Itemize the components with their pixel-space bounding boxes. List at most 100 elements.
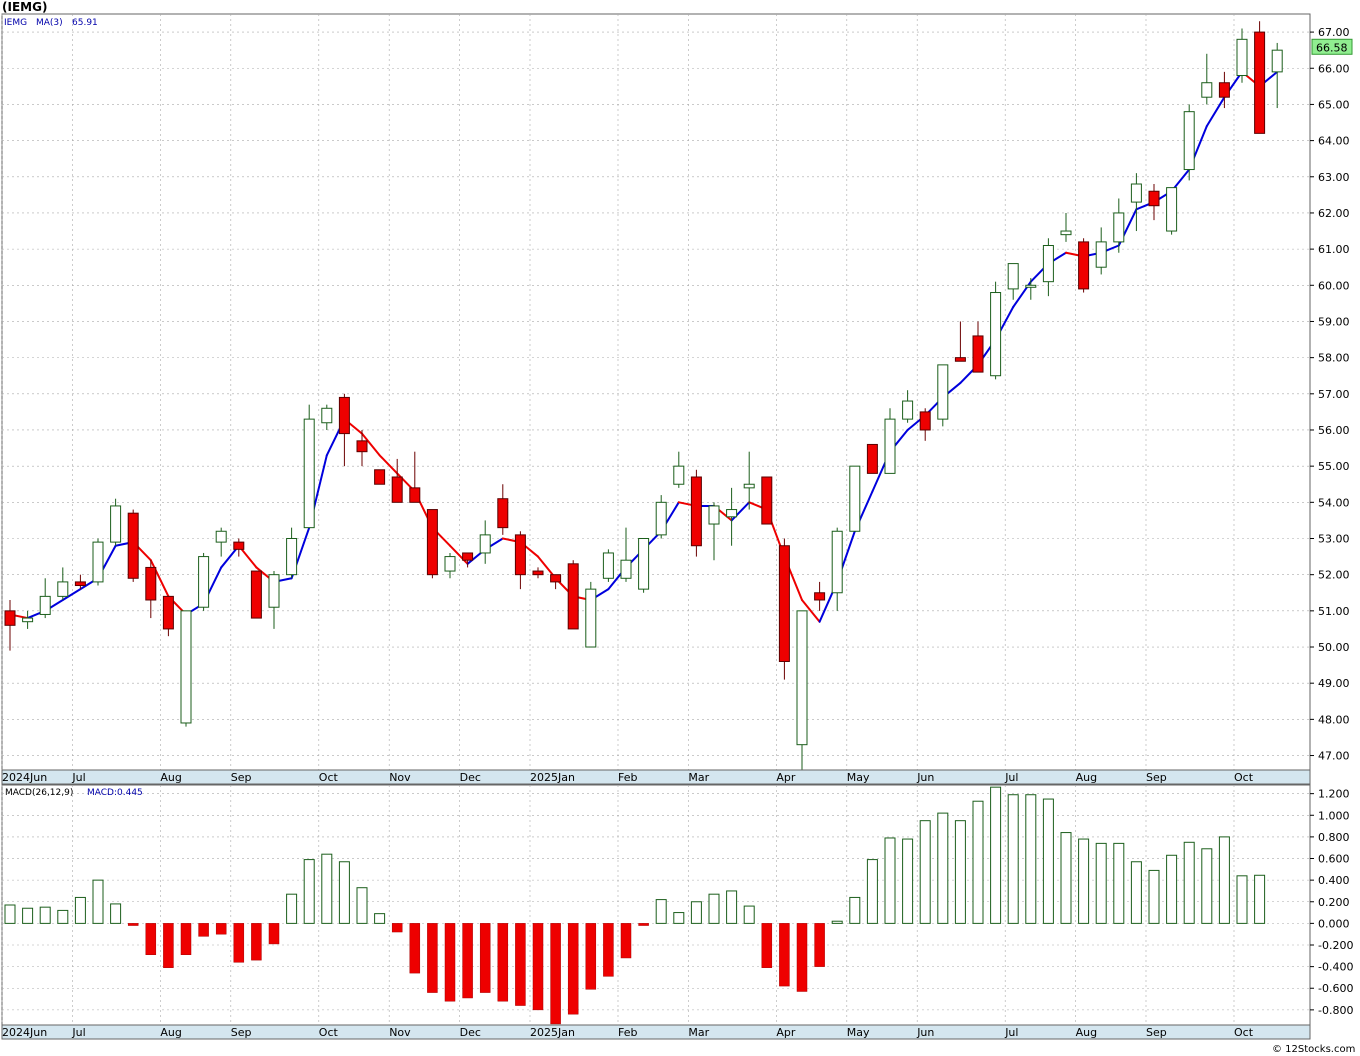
price-y-tick-label: 64.00	[1318, 135, 1350, 148]
candle	[567, 560, 579, 630]
candle-body-up	[1201, 82, 1213, 98]
candle-body-down	[514, 534, 526, 576]
ma-line-segment	[149, 559, 170, 598]
candle	[673, 451, 685, 488]
macd-bar-negative	[515, 923, 526, 1006]
candle-body-up	[1183, 111, 1195, 171]
candle-body-up	[1060, 230, 1072, 236]
candle	[796, 610, 808, 770]
price-y-tick-label: 65.00	[1318, 98, 1350, 111]
macd-bar-negative	[233, 923, 245, 963]
macd-y-tick-label: 0.400	[1318, 874, 1350, 887]
macd-bar-negative	[180, 923, 192, 955]
candle	[761, 476, 773, 525]
price-y-tick-label: 52.00	[1318, 569, 1350, 582]
macd-x-tick-label: 2025Jan	[530, 1026, 575, 1039]
candle-body-up	[215, 530, 227, 543]
macd-y-tick-label: -0.400	[1318, 961, 1353, 974]
candle	[778, 538, 790, 680]
macd-bar-positive	[22, 907, 34, 924]
candle-body-down	[972, 335, 984, 373]
candle	[1113, 198, 1125, 253]
macd-bar-negative	[567, 923, 579, 1015]
candle-body-up	[444, 556, 456, 572]
candle	[321, 404, 333, 430]
candle-body-up	[92, 541, 104, 583]
macd-bar-negative	[444, 923, 456, 1002]
candle	[215, 527, 227, 557]
macd-bar-positive	[1007, 794, 1019, 924]
candle	[1183, 104, 1195, 181]
candle-body-down	[74, 581, 86, 587]
candle-body-up	[198, 556, 210, 608]
price-y-tick-label: 58.00	[1318, 352, 1350, 365]
candle-body-down	[426, 509, 438, 576]
macd-bar-positive	[286, 893, 298, 924]
macd-bar-positive	[74, 896, 86, 924]
candle	[4, 599, 16, 651]
macd-x-tick-label: Dec	[460, 1026, 481, 1039]
price-x-tick-label: Jun	[916, 771, 934, 784]
candle-body-down	[919, 411, 931, 431]
macd-bar-positive	[743, 905, 755, 924]
price-y-tick-label: 50.00	[1318, 641, 1350, 654]
candle	[1236, 28, 1248, 83]
candle-body-up	[743, 483, 755, 489]
price-x-tick-label: Oct	[1234, 771, 1254, 784]
macd-bar-negative	[198, 923, 209, 937]
candle-body-down	[250, 570, 262, 619]
macd-bar-positive	[1236, 875, 1248, 924]
price-x-tick-label: 2024Jun	[2, 771, 47, 784]
macd-bar-positive	[937, 812, 949, 924]
candle-body-down	[761, 476, 773, 525]
macd-bar-positive	[1095, 842, 1107, 924]
candle-body-up	[22, 617, 34, 623]
candle-body-up	[990, 292, 1002, 377]
candle	[391, 458, 403, 503]
macd-bar-positive	[1078, 838, 1090, 924]
candle-body-up	[321, 407, 333, 424]
macd-bar-positive	[884, 837, 896, 924]
candle	[550, 574, 562, 590]
candle-body-down	[462, 552, 474, 561]
macd-bar-positive	[990, 786, 1002, 924]
macd-bar-positive	[374, 913, 386, 924]
macd-x-tick-label: Aug	[160, 1026, 181, 1039]
candle	[638, 537, 650, 593]
candle	[902, 390, 914, 423]
candle	[532, 567, 544, 579]
candle	[497, 484, 509, 535]
macd-x-tick-label: Oct	[319, 1026, 339, 1039]
candle	[1042, 238, 1054, 297]
price-y-tick-label: 48.00	[1318, 713, 1350, 726]
candle-body-up	[796, 610, 808, 746]
macd-bar-positive	[57, 909, 69, 924]
macd-x-tick-label: Sep	[1146, 1026, 1167, 1039]
macd-bar-positive	[690, 901, 702, 924]
ma-line-segment	[801, 598, 821, 623]
macd-bar-positive	[708, 893, 720, 924]
candle	[726, 487, 738, 546]
footer-credit: © 12Stocks.com	[1272, 1044, 1355, 1055]
candle-body-up	[1113, 212, 1125, 243]
candle-body-down	[550, 574, 562, 583]
macd-bar-positive	[1166, 854, 1178, 924]
macd-bar-positive	[1254, 874, 1266, 924]
candle	[514, 531, 526, 590]
candle-body-down	[567, 563, 579, 630]
candle-body-down	[356, 440, 368, 453]
candle-body-up	[655, 501, 667, 536]
candle-body-up	[1236, 38, 1248, 76]
macd-bar-positive	[1183, 841, 1195, 924]
candle	[831, 527, 843, 611]
candle-body-up	[1166, 187, 1178, 232]
price-x-tick-label: Sep	[231, 771, 252, 784]
macd-bar-positive	[303, 859, 315, 924]
macd-x-tick-label: Feb	[618, 1026, 637, 1039]
candle-body-down	[532, 570, 544, 576]
candle-body-down	[1148, 190, 1160, 207]
candle	[1218, 71, 1230, 109]
candle	[1025, 278, 1037, 300]
candle	[462, 552, 474, 568]
candle-body-up	[268, 574, 280, 608]
